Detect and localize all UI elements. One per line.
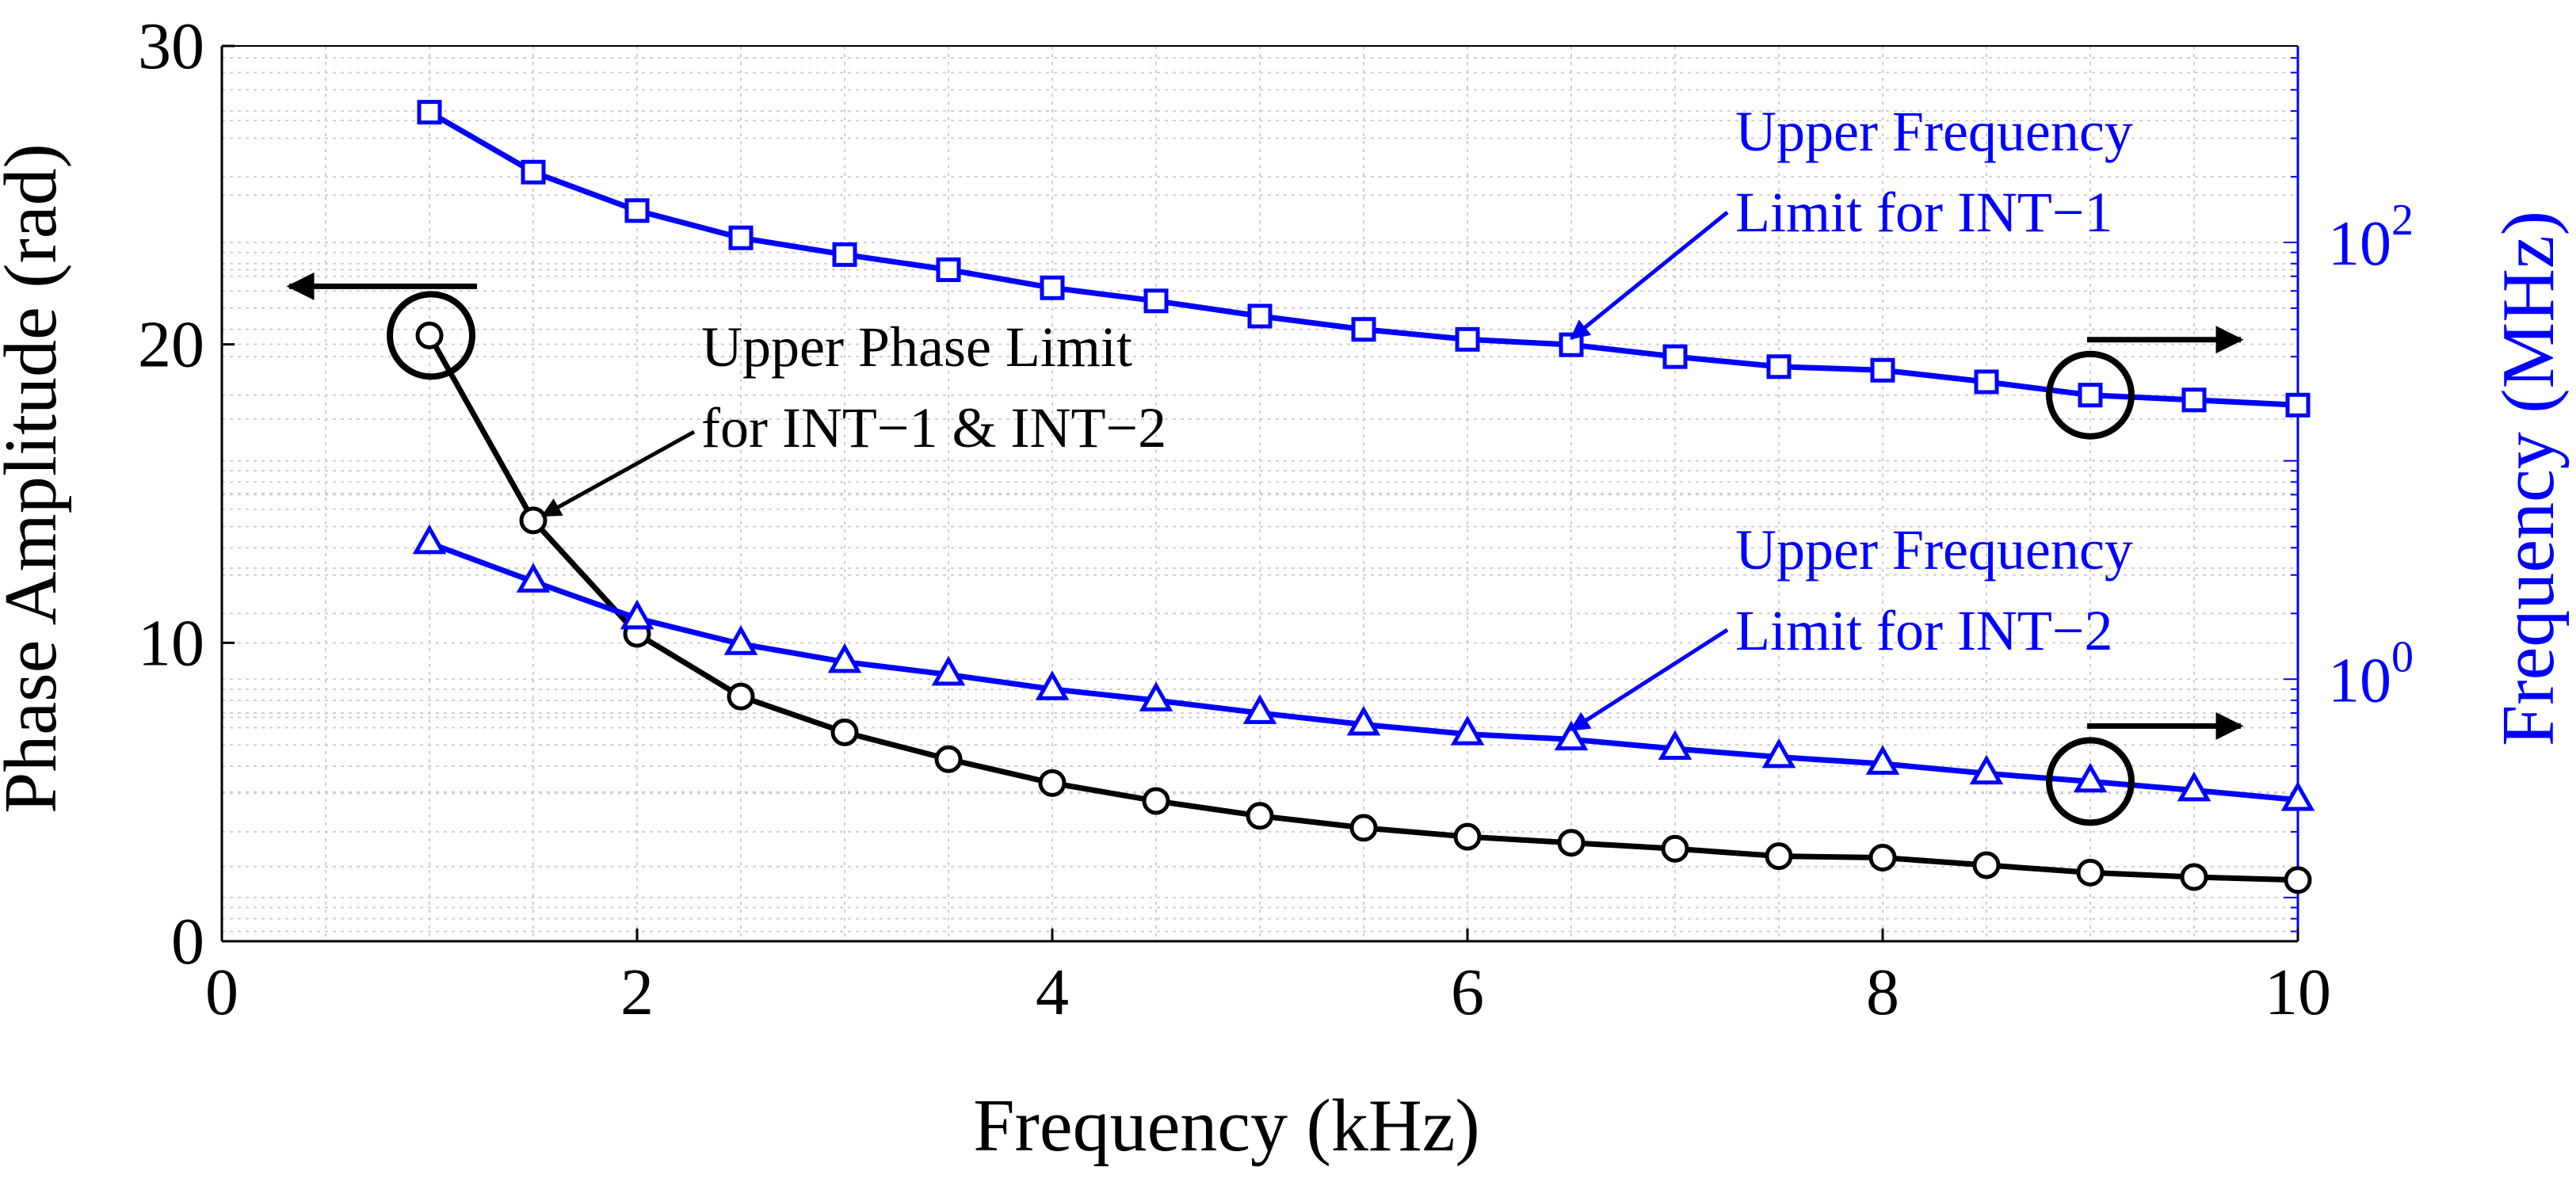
y-right-tick-mantissa: 10 xyxy=(2328,646,2391,715)
int1-callout-circle xyxy=(2046,350,2135,440)
triangle-marker xyxy=(620,599,654,630)
y-left-tick-label: 20 xyxy=(138,308,204,382)
x-tick-label: 8 xyxy=(1866,955,1899,1029)
y-left-tick-label: 10 xyxy=(138,606,204,680)
circle-marker xyxy=(1557,829,1586,857)
circle-marker xyxy=(1349,814,1378,842)
annotations: Upper Phase Limit for INT−1 & INT−2 Upper … xyxy=(286,100,2244,826)
annotation-pointer-int2 xyxy=(1569,627,1729,732)
x-tick-label: 4 xyxy=(1036,955,1069,1029)
square-marker xyxy=(1974,369,1999,395)
annotation-text-int2: Limit for INT−2 xyxy=(1735,599,2113,662)
triangle-marker xyxy=(1865,745,1900,775)
triangle-marker xyxy=(1035,670,1070,700)
square-marker xyxy=(521,159,546,185)
x-tick-label: 10 xyxy=(2265,955,2331,1029)
circle-marker xyxy=(1453,822,1482,851)
square-marker xyxy=(2181,387,2207,413)
annotation-text-phase: for INT−1 & INT−2 xyxy=(701,396,1166,460)
square-marker xyxy=(728,225,754,250)
grid xyxy=(222,46,2298,941)
y-left-tick-label: 0 xyxy=(171,905,204,978)
annotation-text-int2: Upper Frequency xyxy=(1735,518,2133,582)
square-marker xyxy=(624,198,650,223)
y-right-tick-label: 102 xyxy=(2328,196,2414,279)
circle-marker xyxy=(830,718,859,746)
x-tick-label: 0 xyxy=(205,955,239,1029)
triangle-marker xyxy=(1139,681,1174,711)
triangle-marker xyxy=(2073,762,2108,793)
triangle-marker xyxy=(1450,715,1485,746)
triangle-marker xyxy=(723,625,758,655)
circle-marker xyxy=(415,321,444,349)
circle-marker xyxy=(1038,769,1067,797)
circle-marker xyxy=(1868,844,1897,872)
annotation-text-phase: Upper Phase Limit xyxy=(701,315,1132,379)
y-right-tick-label: 100 xyxy=(2328,632,2414,715)
annotation-pointer-int1 xyxy=(1570,211,1729,341)
y-axis-right-label: Frequency (MHz) xyxy=(2487,211,2570,746)
triangle-marker xyxy=(931,655,966,686)
square-marker xyxy=(2078,383,2103,408)
circle-marker xyxy=(1972,851,2001,879)
circle-marker xyxy=(2180,863,2208,891)
square-marker xyxy=(1247,303,1273,329)
triangle-marker xyxy=(1242,694,1277,724)
x-tick-label: 6 xyxy=(1451,955,1484,1029)
triangle-marker xyxy=(2177,771,2212,802)
y-right-tick-mantissa: 10 xyxy=(2328,209,2391,279)
square-marker xyxy=(2285,392,2311,418)
square-marker xyxy=(1143,288,1169,314)
circle-marker xyxy=(1142,787,1170,815)
y-right-tick-exponent: 0 xyxy=(2391,632,2414,681)
circle-marker xyxy=(2284,866,2312,894)
triangle-marker xyxy=(827,643,862,673)
square-marker xyxy=(417,100,442,125)
x-axis-label: Frequency (kHz) xyxy=(973,1085,1479,1167)
phase-callout-circle xyxy=(387,291,475,380)
triangle-marker xyxy=(1554,720,1589,751)
triangle-marker xyxy=(1761,738,1796,769)
square-marker xyxy=(832,242,857,267)
annotation-pointer-phase xyxy=(540,429,696,518)
circle-marker xyxy=(1246,802,1274,830)
y-axis-left-label: Phase Amplitude (rad) xyxy=(0,143,72,814)
series-layer xyxy=(412,100,2315,894)
annotation-text-int1: Upper Frequency xyxy=(1735,100,2133,163)
square-marker xyxy=(936,257,961,282)
circle-marker xyxy=(1661,834,1689,863)
square-marker xyxy=(1766,354,1792,380)
x-tick-label: 2 xyxy=(620,955,654,1029)
y-right-tick-exponent: 2 xyxy=(2391,196,2414,245)
square-marker xyxy=(1870,357,1895,383)
circle-marker xyxy=(934,745,963,773)
circle-marker xyxy=(1765,842,1793,871)
circle-marker xyxy=(519,506,548,535)
int2-callout-circle xyxy=(2046,737,2135,826)
triangle-marker xyxy=(1969,754,2004,785)
triangle-marker xyxy=(412,524,447,555)
square-marker xyxy=(1040,275,1065,300)
circle-marker xyxy=(727,682,755,711)
circle-marker xyxy=(2076,858,2105,887)
triangle-marker xyxy=(2280,780,2315,811)
square-marker xyxy=(1455,326,1480,352)
triangle-marker xyxy=(516,563,551,593)
triangle-marker xyxy=(1658,730,1693,761)
square-marker xyxy=(1662,344,1688,369)
triangle-marker xyxy=(1346,705,1381,736)
y-left-tick-label: 30 xyxy=(138,10,204,83)
annotation-text-int1: Limit for INT−1 xyxy=(1735,181,2113,244)
square-marker xyxy=(1351,317,1376,342)
